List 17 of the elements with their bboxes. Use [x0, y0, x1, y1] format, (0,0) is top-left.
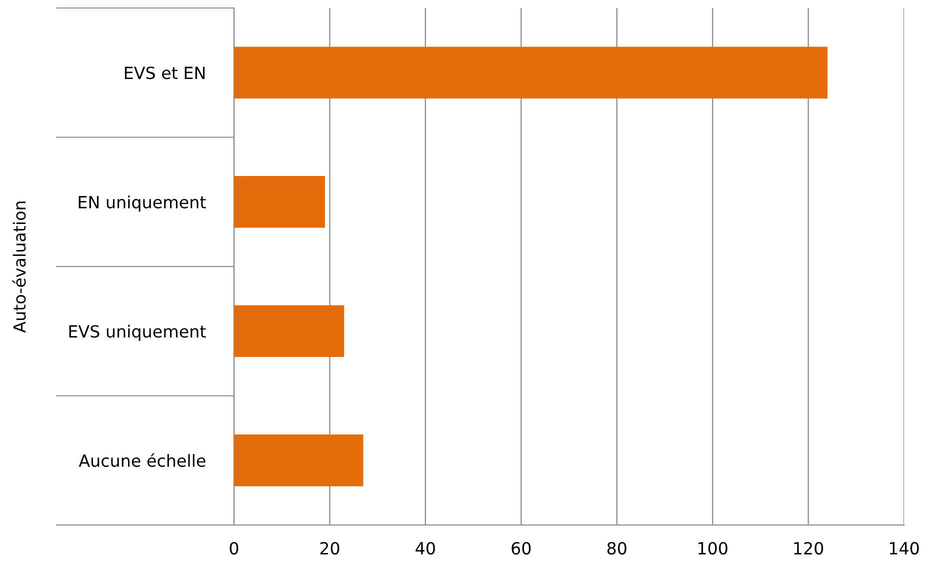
x-tick-label: 140 [890, 542, 919, 555]
y-tick-label: EVS uniquement [69, 324, 206, 341]
x-tick-label: 20 [320, 542, 340, 555]
y-tick-label: EVS et EN [124, 66, 205, 80]
y-axis-title: Auto-évaluation [12, 202, 26, 333]
y-tick-label: EN uniquement [78, 196, 206, 212]
bar [234, 434, 364, 486]
x-tick-label: 60 [512, 542, 531, 555]
bar [234, 305, 344, 357]
bar [234, 46, 828, 98]
x-tick-label: 80 [607, 542, 626, 555]
bar [234, 176, 325, 228]
x-tick-label: 40 [416, 542, 435, 555]
x-tick-label: 120 [794, 542, 824, 555]
y-tick-label: Aucune échelle [78, 453, 206, 467]
x-tick-label: 0 [230, 542, 238, 555]
x-tick-label: 100 [698, 542, 728, 555]
